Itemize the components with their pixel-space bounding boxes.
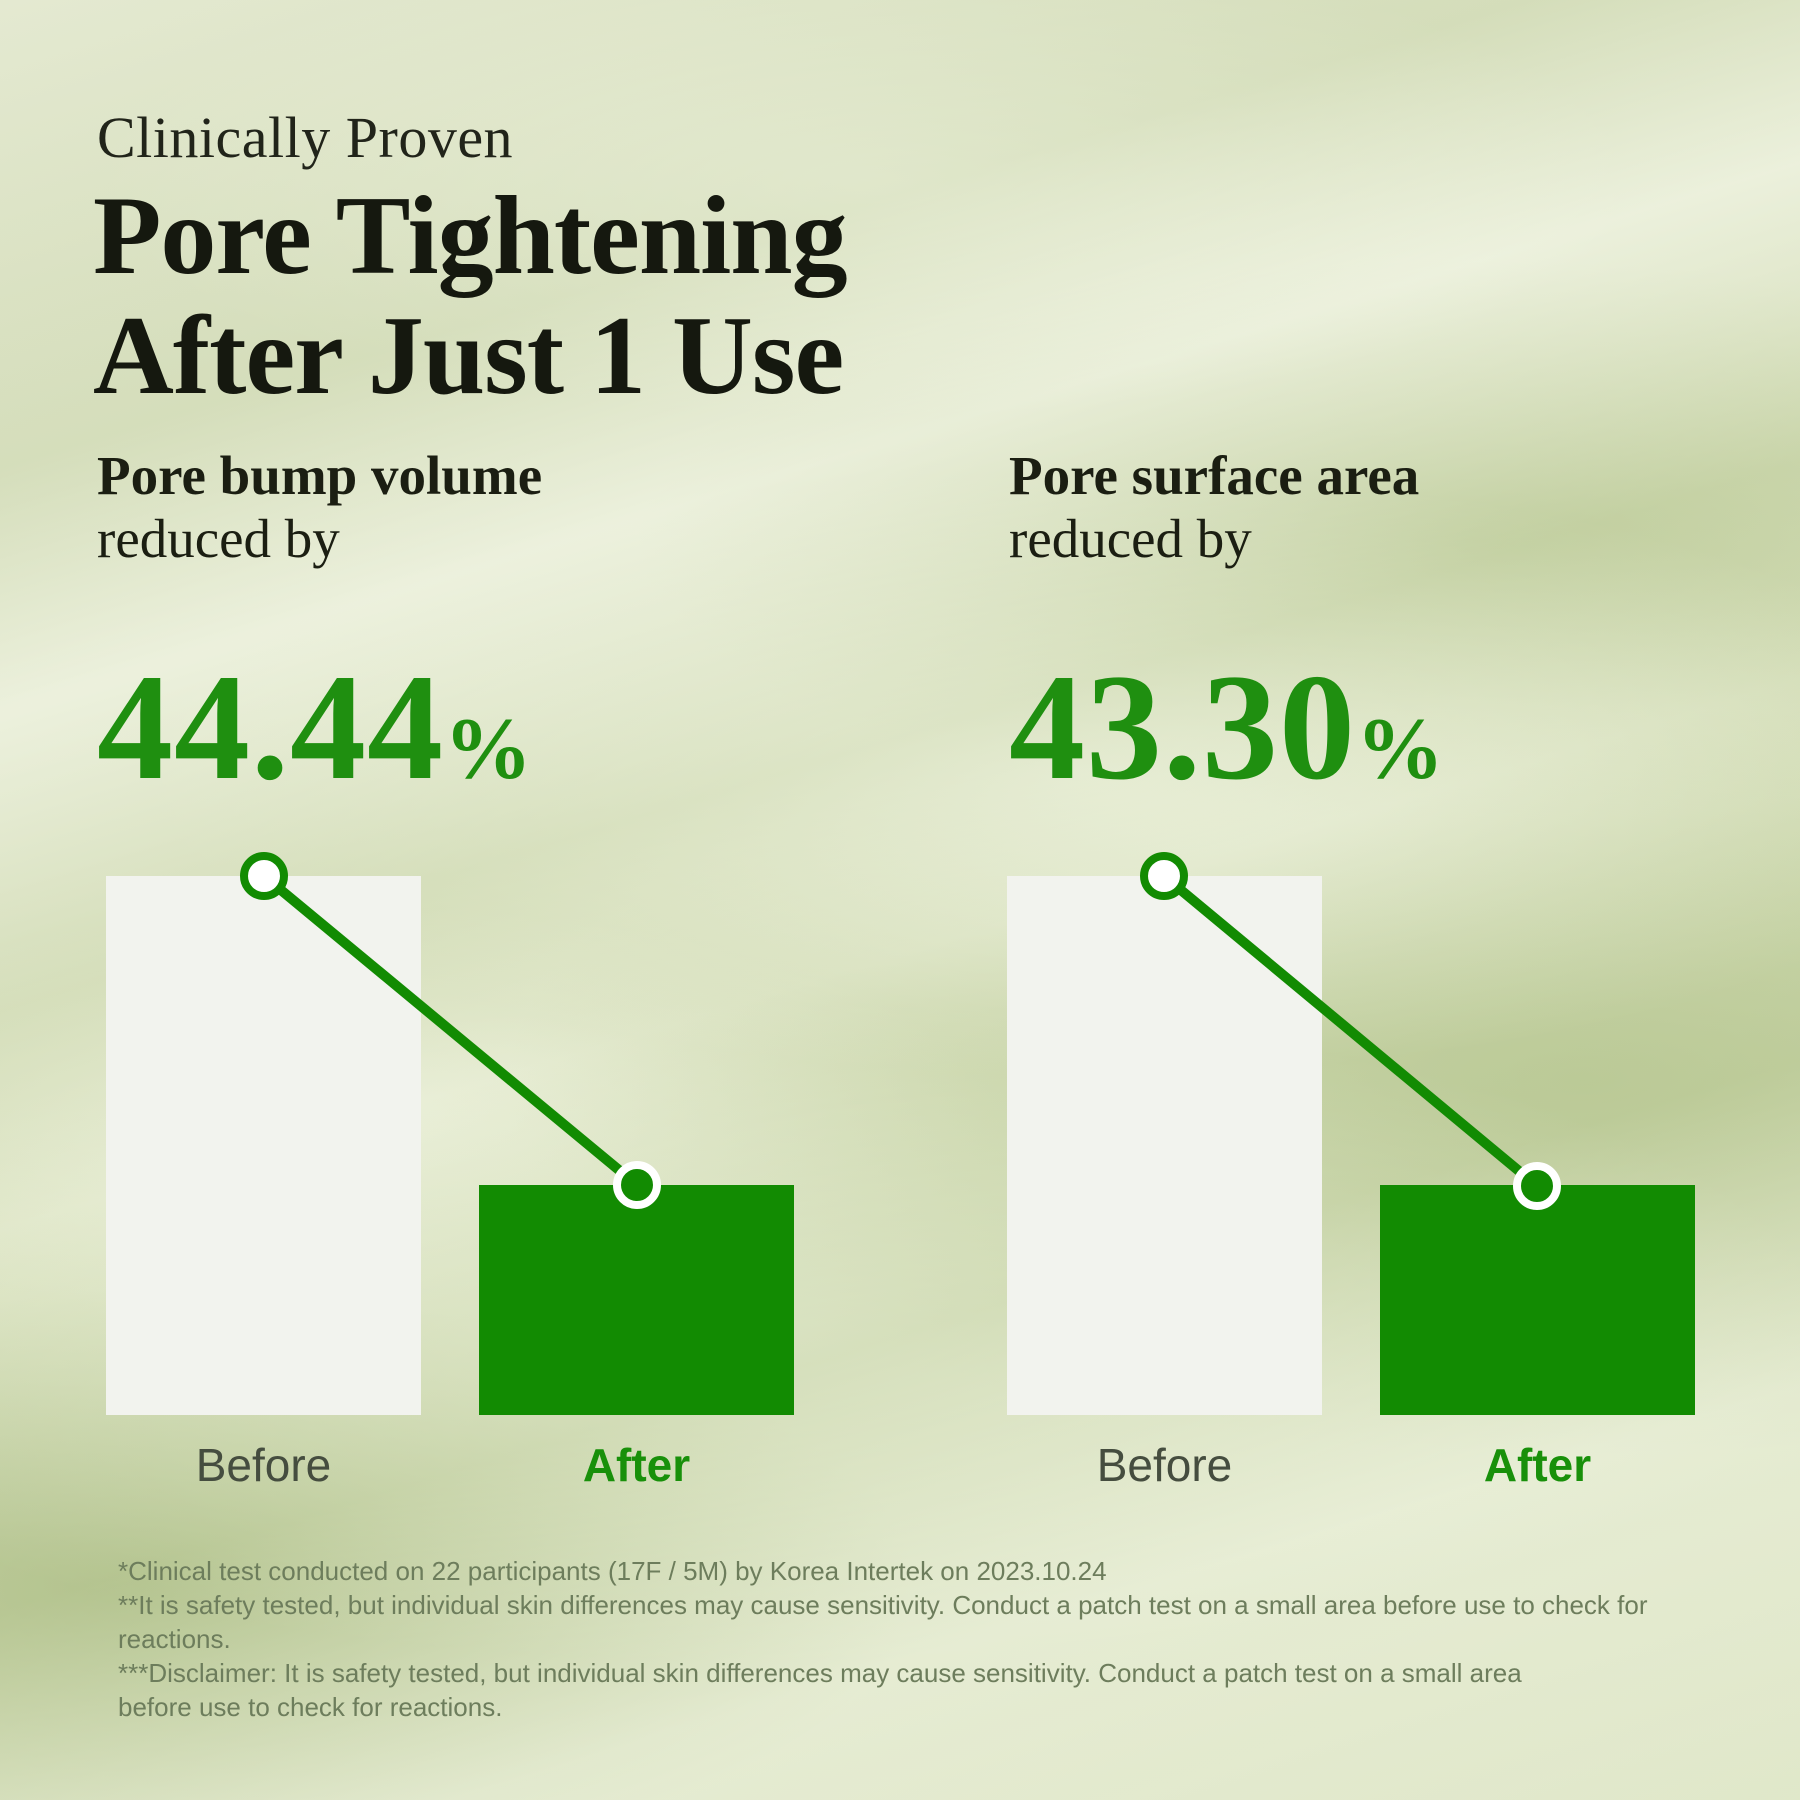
left-stat: 44.44% (97, 640, 532, 814)
right-connector-line (1160, 872, 1541, 1190)
right-stat-value: 43.30 (1009, 643, 1356, 811)
left-metric-line2: reduced by (97, 508, 340, 569)
footnote-1: *Clinical test conducted on 22 participa… (118, 1556, 1107, 1586)
left-metric-line1: Pore bump volume (97, 445, 543, 506)
left-before-point-icon (240, 852, 288, 900)
left-after-bar (479, 1185, 794, 1415)
footnote-3: ***Disclaimer: It is safety tested, but … (118, 1658, 1522, 1688)
left-chart-labels: Before After (106, 1438, 794, 1494)
right-stat: 43.30% (1009, 640, 1444, 814)
left-bar-chart (106, 846, 794, 1415)
right-metric-line2: reduced by (1009, 508, 1252, 569)
page-title-line2: After Just 1 Use (93, 294, 844, 418)
right-after-point-icon (1513, 1162, 1561, 1210)
page-title-line1: Pore Tightening (93, 174, 848, 298)
right-column: Pore surface area reduced by 43.30% (1009, 444, 1800, 811)
left-metric-heading: Pore bump volume reduced by (97, 444, 927, 570)
page-title: Pore Tightening After Just 1 Use (93, 174, 848, 418)
footnote-2: **It is safety tested, but individual sk… (118, 1590, 1648, 1654)
right-chart-labels: Before After (1007, 1438, 1695, 1494)
right-metric-line1: Pore surface area (1009, 445, 1420, 506)
right-bar-chart (1007, 846, 1695, 1415)
left-stat-unit: % (444, 701, 532, 798)
right-after-bar (1380, 1185, 1695, 1415)
left-connector-overlay (240, 852, 661, 1209)
left-after-point-icon (613, 1161, 661, 1209)
right-stat-unit: % (1356, 701, 1444, 798)
left-stat-value: 44.44 (97, 643, 444, 811)
right-before-label: Before (1096, 1439, 1233, 1491)
right-connector-overlay (1140, 852, 1561, 1210)
right-before-point-icon (1140, 852, 1188, 900)
left-after-label: After (582, 1439, 691, 1491)
footnotes: *Clinical test conducted on 22 participa… (118, 1554, 1698, 1724)
left-column: Pore bump volume reduced by 44.44% (97, 444, 927, 811)
eyebrow-text: Clinically Proven (97, 105, 514, 170)
left-before-label: Before (195, 1439, 332, 1491)
right-after-label: After (1483, 1439, 1592, 1491)
footnote-4: before use to check for reactions. (118, 1692, 503, 1722)
left-connector-line (260, 872, 641, 1189)
right-metric-heading: Pore surface area reduced by (1009, 444, 1800, 570)
